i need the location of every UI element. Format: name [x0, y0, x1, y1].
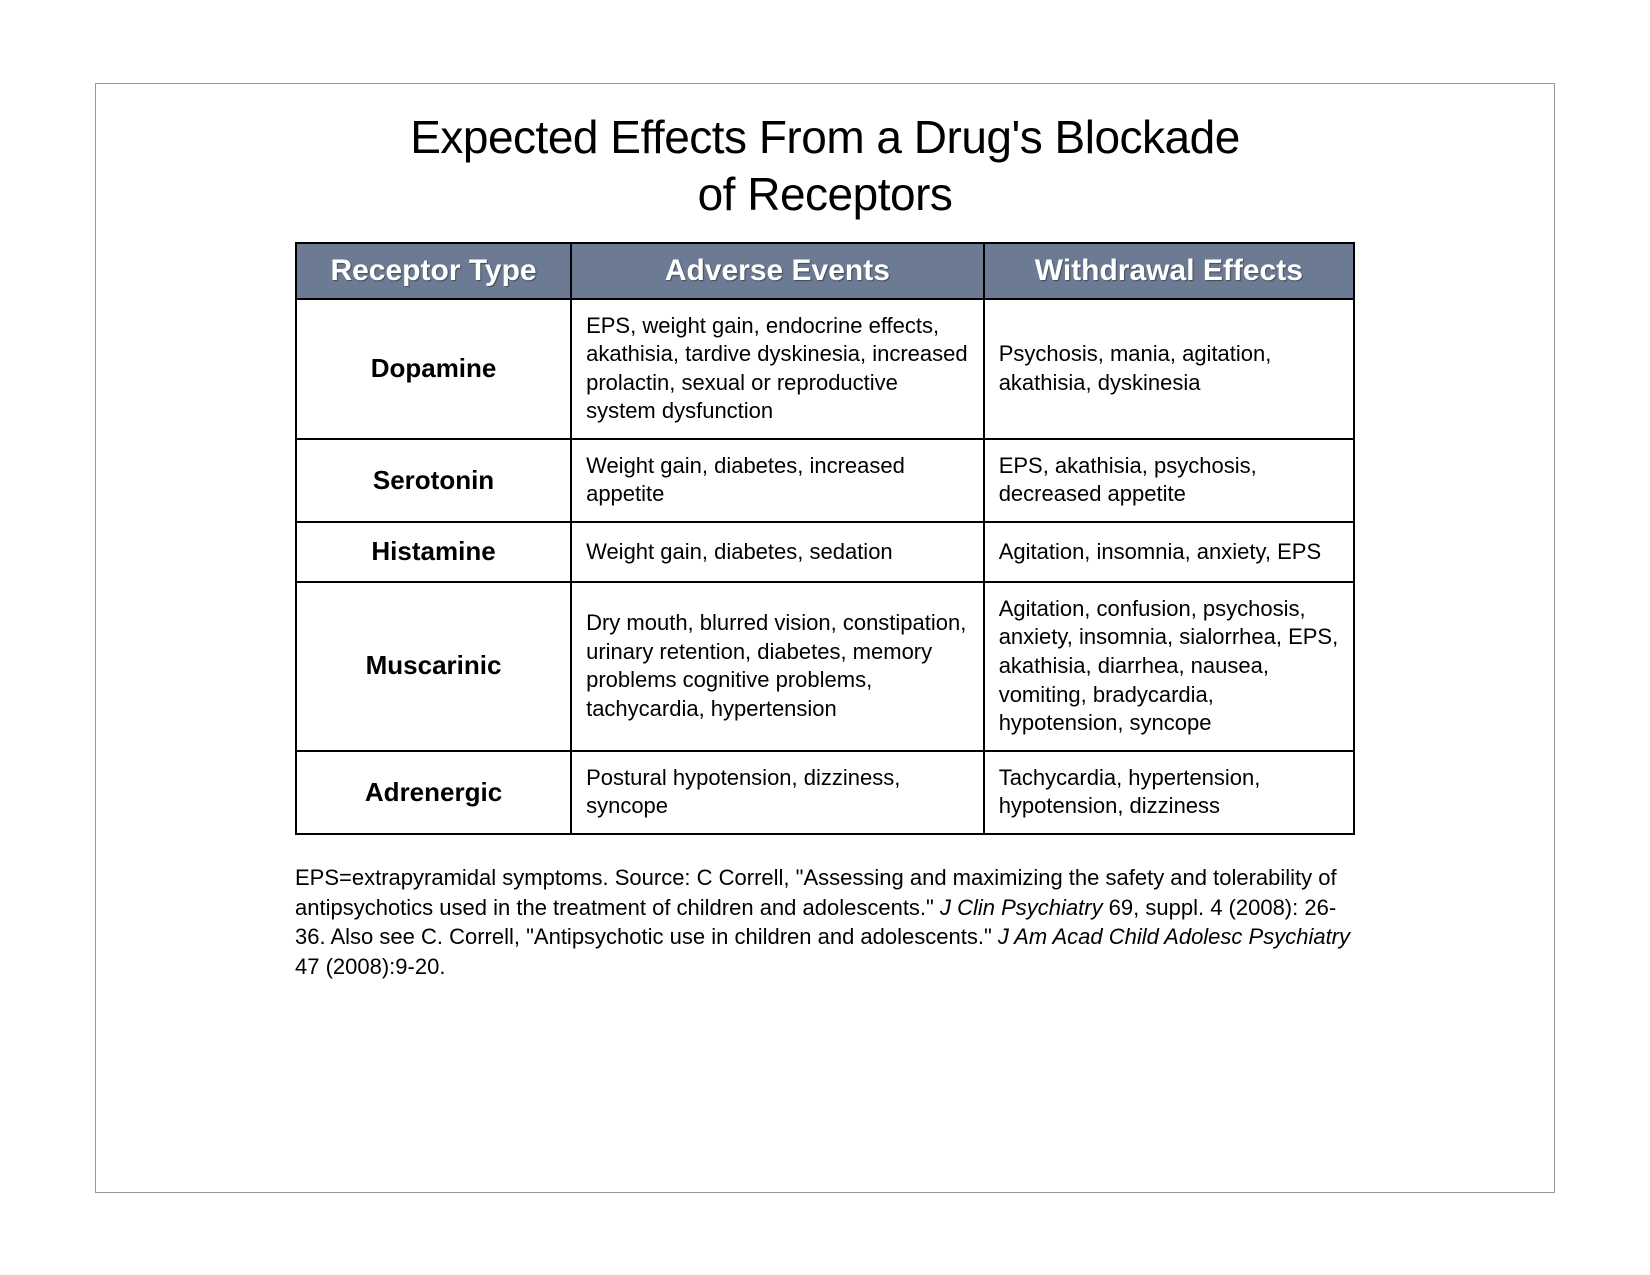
table-row: Histamine Weight gain, diabetes, sedatio…	[296, 522, 1354, 582]
cell-withdrawal: Psychosis, mania, agitation, akathisia, …	[984, 299, 1354, 439]
col-header-receptor: Receptor Type	[296, 243, 571, 299]
table-header-row: Receptor Type Adverse Events Withdrawal …	[296, 243, 1354, 299]
table-row: Muscarinic Dry mouth, blurred vision, co…	[296, 582, 1354, 751]
slide-title: Expected Effects From a Drug's Blockade …	[410, 109, 1240, 224]
title-line-1: Expected Effects From a Drug's Blockade	[410, 111, 1240, 163]
footnote-seg3: 47 (2008):9-20.	[295, 954, 445, 979]
slide-frame: Expected Effects From a Drug's Blockade …	[95, 83, 1555, 1193]
cell-receptor: Adrenergic	[296, 751, 571, 834]
cell-adverse: EPS, weight gain, endocrine effects, aka…	[571, 299, 984, 439]
cell-withdrawal: Tachycardia, hypertension, hypotension, …	[984, 751, 1354, 834]
cell-withdrawal: EPS, akathisia, psychosis, decreased app…	[984, 439, 1354, 522]
cell-adverse: Dry mouth, blurred vision, constipation,…	[571, 582, 984, 751]
cell-adverse: Weight gain, diabetes, increased appetit…	[571, 439, 984, 522]
footnote: EPS=extrapyramidal symptoms. Source: C C…	[295, 863, 1355, 982]
table-row: Serotonin Weight gain, diabetes, increas…	[296, 439, 1354, 522]
cell-receptor: Muscarinic	[296, 582, 571, 751]
footnote-ital1: J Clin Psychiatry	[940, 895, 1103, 920]
cell-adverse: Postural hypotension, dizziness, syncope	[571, 751, 984, 834]
cell-receptor: Histamine	[296, 522, 571, 582]
cell-receptor: Serotonin	[296, 439, 571, 522]
cell-withdrawal: Agitation, insomnia, anxiety, EPS	[984, 522, 1354, 582]
receptor-table: Receptor Type Adverse Events Withdrawal …	[295, 242, 1355, 836]
col-header-adverse: Adverse Events	[571, 243, 984, 299]
col-header-withdrawal: Withdrawal Effects	[984, 243, 1354, 299]
cell-adverse: Weight gain, diabetes, sedation	[571, 522, 984, 582]
cell-withdrawal: Agitation, confusion, psychosis, anxiety…	[984, 582, 1354, 751]
table-row: Adrenergic Postural hypotension, dizzine…	[296, 751, 1354, 834]
title-line-2: of Receptors	[698, 168, 953, 220]
table-row: Dopamine EPS, weight gain, endocrine eff…	[296, 299, 1354, 439]
footnote-ital2: J Am Acad Child Adolesc Psychiatry	[998, 924, 1350, 949]
cell-receptor: Dopamine	[296, 299, 571, 439]
